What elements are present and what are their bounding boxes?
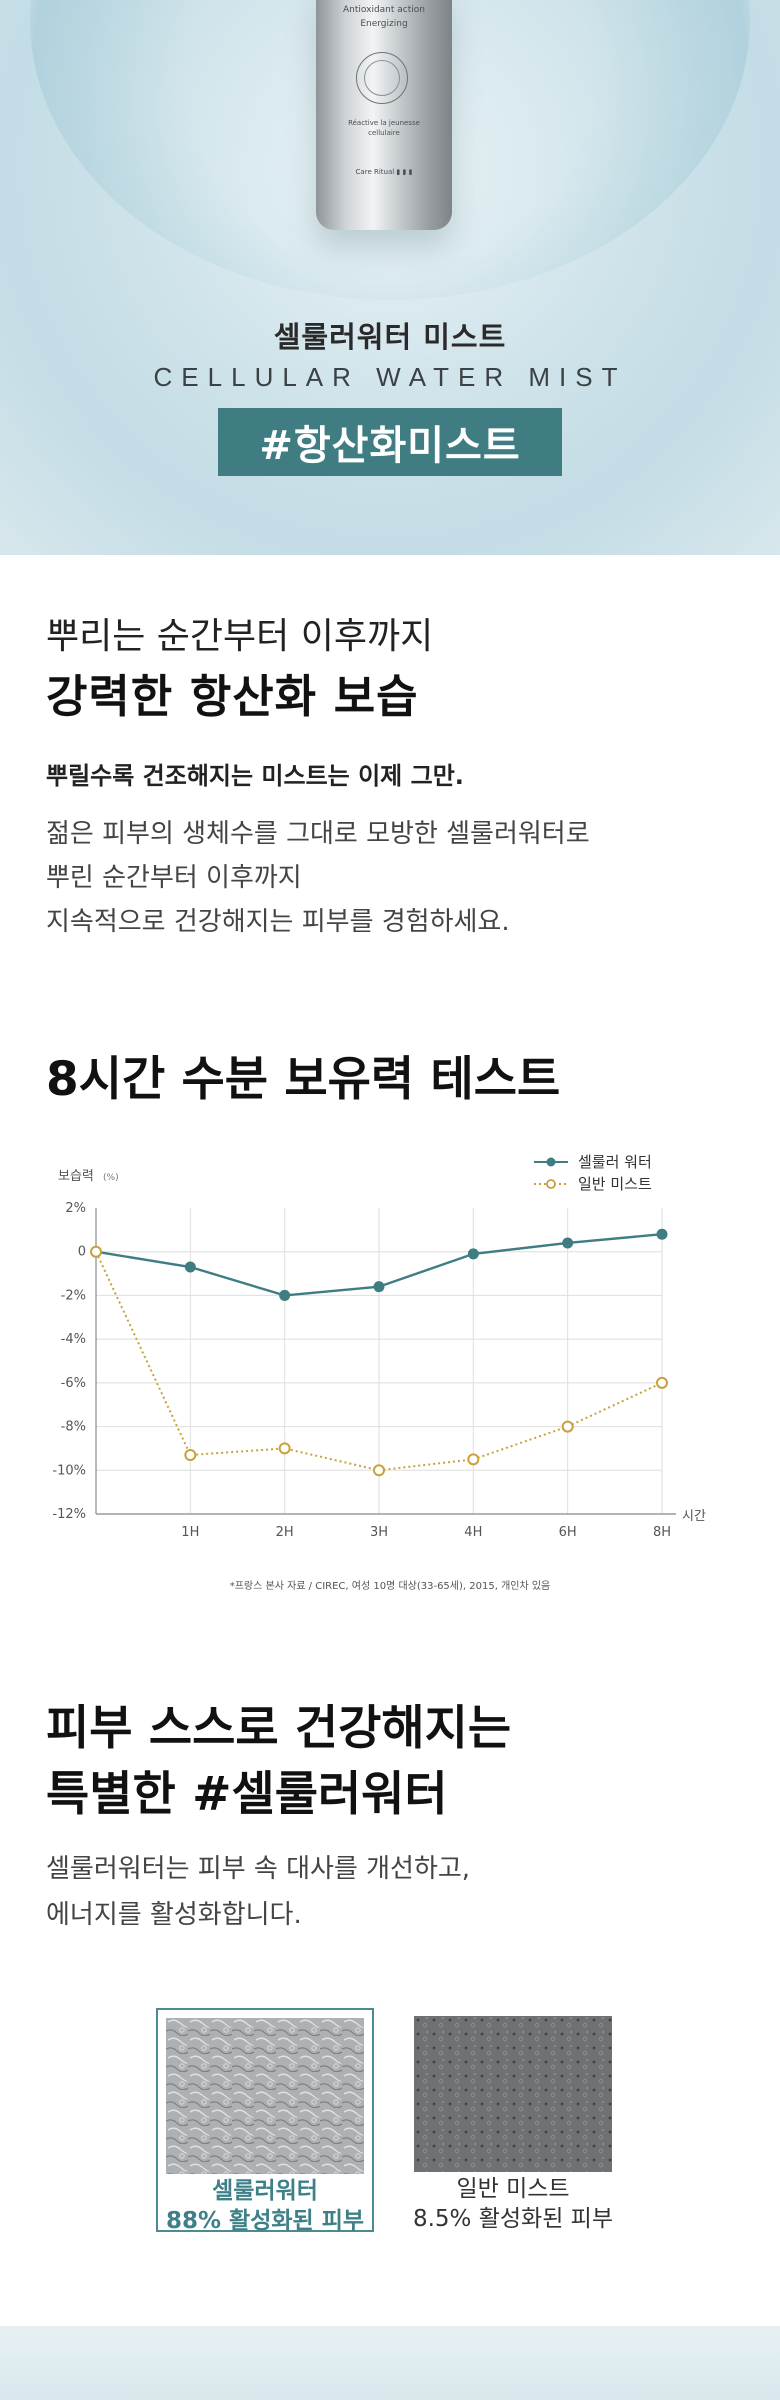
card-label-line: 88% 활성화된 피부 xyxy=(165,2208,365,2234)
bottle-text-line: cellulaire xyxy=(368,129,400,137)
y-axis-label: 보습력 xyxy=(58,1169,94,1184)
data-point xyxy=(373,1281,385,1293)
x-tick-label: 8H xyxy=(653,1525,671,1540)
legend-label: 셀룰러 워터 xyxy=(578,1153,652,1171)
chart-footnote: *프랑스 본사 자료 / CIREC, 여성 10명 대상(33-65세), 2… xyxy=(229,1581,551,1592)
y-tick-label: -12% xyxy=(52,1507,86,1522)
moisture-chart: 2% 0 -2% -4% -6% -8% -10% -12% 1H 2H 3H 4H 6H 8H 보습력 (%… xyxy=(40,1140,740,1580)
intro-lead: 뿌릴수록 건조해지는 미스트는 이제 그만. xyxy=(46,762,464,790)
intro-subtitle: 뿌리는 순간부터 이후까지 xyxy=(46,616,434,657)
comparison-card-cellular: 셀룰러워터 88% 활성화된 피부 xyxy=(156,2008,374,2234)
data-point xyxy=(467,1248,479,1260)
data-point xyxy=(184,1448,197,1461)
data-point xyxy=(279,1289,291,1301)
intro-title: 강력한 항산화 보습 xyxy=(46,670,419,723)
card-label-line: 8.5% 활성화된 피부 xyxy=(412,2206,613,2232)
special-title-line: 특별한 #셀룰러워터 xyxy=(46,1767,448,1822)
bottle-seal-emblem xyxy=(356,52,408,104)
data-point xyxy=(562,1237,574,1249)
intro-body-line: 뿌린 순간부터 이후까지 xyxy=(46,863,302,893)
intro-body: 젊은 피부의 생체수를 그대로 모방한 셀룰러워터로 뿌린 순간부터 이후까지 … xyxy=(46,812,590,944)
comparison-card-normal: 일반 미스트 8.5% 활성화된 피부 xyxy=(404,2008,622,2232)
x-tick-label: 4H xyxy=(464,1525,482,1540)
x-axis-label: 시간 xyxy=(682,1509,706,1524)
card-label-line: 셀룰러워터 xyxy=(212,2178,318,2204)
cell-microscope-image xyxy=(166,2018,364,2174)
product-bottle-image: Antioxidant action Energizing Réactive l… xyxy=(316,0,452,230)
x-tick-label: 3H xyxy=(370,1525,388,1540)
data-point xyxy=(90,1245,102,1258)
data-point xyxy=(656,1376,668,1389)
data-point xyxy=(656,1228,668,1240)
data-point xyxy=(278,1442,291,1455)
product-title-english: CELLULAR WATER MIST xyxy=(153,362,627,392)
x-tick-label: 6H xyxy=(559,1525,577,1540)
x-tick-label: 1H xyxy=(181,1525,199,1540)
y-axis-unit: (%) xyxy=(103,1173,119,1183)
hero-banner: Antioxidant action Energizing Réactive l… xyxy=(0,0,780,555)
intro-body-line: 지속적으로 건강해지는 피부를 경험하세요. xyxy=(46,907,510,937)
special-title-line: 피부 스스로 건강해지는 xyxy=(46,1701,512,1756)
y-tick-label: -4% xyxy=(61,1332,86,1347)
special-body-line: 셀룰러워터는 피부 속 대사를 개선하고, xyxy=(46,1854,471,1884)
bottle-text-line: Réactive la jeunesse xyxy=(348,119,420,127)
product-title: 셀룰러워터 미스트 xyxy=(273,320,507,354)
y-tick-label: -6% xyxy=(61,1376,86,1391)
test-section-title: 8시간 수분 보유력 테스트 xyxy=(46,1052,561,1107)
y-tick-label: -2% xyxy=(61,1288,86,1303)
y-tick-label: -8% xyxy=(61,1420,86,1435)
legend-swatch-marker xyxy=(546,1179,556,1189)
x-tick-label: 2H xyxy=(276,1525,294,1540)
legend-label: 일반 미스트 xyxy=(578,1175,652,1193)
next-section-band xyxy=(0,2326,780,2400)
special-body: 셀룰러워터는 피부 속 대사를 개선하고, 에너지를 활성화합니다. xyxy=(46,1846,470,1938)
hashtag-badge: #항산화미스트 xyxy=(218,408,562,476)
data-point xyxy=(467,1453,480,1466)
bottle-text-line: Antioxidant action xyxy=(343,5,425,15)
special-body-line: 에너지를 활성화합니다. xyxy=(46,1900,302,1930)
data-point xyxy=(561,1420,574,1433)
intro-body-line: 젊은 피부의 생체수를 그대로 모방한 셀룰러워터로 xyxy=(46,819,590,849)
y-tick-label: 2% xyxy=(65,1201,86,1216)
cell-microscope-image xyxy=(414,2016,612,2172)
bottle-text-line: Energizing xyxy=(360,19,408,29)
data-point xyxy=(373,1464,385,1477)
special-section-title: 피부 스스로 건강해지는 특별한 #셀룰러워터 xyxy=(46,1696,511,1828)
legend-swatch-marker xyxy=(546,1157,556,1167)
y-tick-label: -10% xyxy=(52,1463,86,1478)
y-tick-label: 0 xyxy=(78,1245,86,1260)
moisture-chart-svg: 2% 0 -2% -4% -6% -8% -10% -12% 1H 2H 3H 4H 6H 8H 보습력 (%… xyxy=(52,1153,706,1540)
card-label-line: 일반 미스트 xyxy=(456,2176,570,2202)
bottle-brand: Care Ritual ▮ ▮ ▮ xyxy=(355,168,413,176)
data-point xyxy=(184,1261,196,1273)
